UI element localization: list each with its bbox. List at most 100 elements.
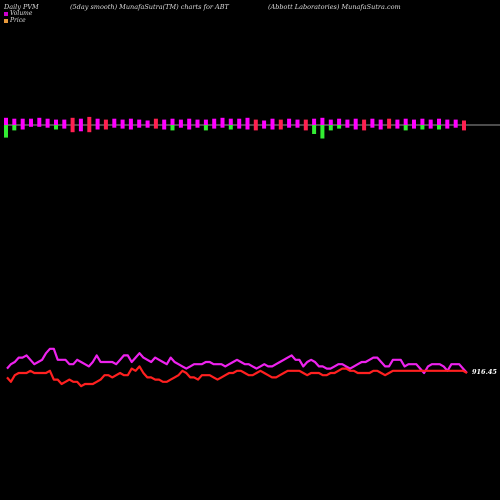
volume-bar (353, 118, 358, 125)
volume-bar-lower (270, 125, 275, 130)
volume-bar (170, 118, 175, 125)
volume-bar-lower (203, 125, 208, 131)
volume-bar (387, 118, 392, 125)
volume-bar (62, 119, 67, 125)
volume-bar-lower (112, 125, 117, 128)
volume-bar-lower (378, 125, 383, 130)
legend-volume-swatch (4, 11, 8, 16)
volume-bar-lower (220, 125, 225, 128)
volume-bar-lower (29, 125, 33, 127)
volume-bar-lower (445, 125, 450, 129)
volume-bar (162, 119, 167, 125)
volume-bar-lower (145, 125, 150, 128)
volume-bar-lower (412, 125, 416, 129)
volume-bar-lower (328, 125, 333, 131)
volume-bar (95, 118, 100, 125)
volume-bar-lower (87, 125, 92, 133)
volume-bar (212, 118, 217, 125)
volume-bar (54, 119, 58, 125)
volume-bar-lower (228, 125, 233, 130)
volume-bar-lower (462, 125, 466, 131)
volume-bar (220, 117, 225, 125)
volume-bar (337, 118, 342, 125)
chart-title-left: Daily PVM (4, 3, 39, 11)
volume-bar-lower (387, 125, 392, 129)
volume-bar-lower (170, 125, 175, 131)
legend-volume: Volume (4, 10, 32, 17)
volume-bar (195, 119, 200, 125)
volume-bar (245, 117, 250, 125)
volume-bar-lower (337, 125, 342, 129)
volume-bar (270, 118, 275, 125)
chart-title-right: (Abbott Laboratories) MunafaSutra.com (268, 3, 401, 11)
volume-bar (45, 118, 50, 125)
volume-bar (128, 118, 133, 125)
volume-bar (187, 118, 192, 125)
legend-volume-label: Volume (10, 10, 33, 17)
volume-bar (262, 120, 267, 125)
volume-bar (29, 118, 33, 125)
volume-bar (287, 118, 292, 125)
volume-bar-lower (45, 125, 50, 128)
volume-bar (278, 119, 283, 125)
volume-bar-lower (195, 125, 200, 128)
volume-bar-lower (362, 125, 367, 131)
price-line (6, 365, 468, 388)
volume-bar-lower (70, 125, 75, 133)
volume-bar (78, 118, 83, 125)
volume-bar-lower (287, 125, 292, 128)
volume-bar (153, 118, 158, 125)
volume-bar (412, 119, 416, 125)
volume-bar-lower (320, 125, 325, 139)
volume-bar-lower (437, 125, 441, 130)
volume-bar-lower (78, 125, 83, 132)
volume-bar (345, 119, 350, 125)
volume-bar-lower (278, 125, 283, 130)
volume-bar-lower (178, 125, 183, 128)
volume-bar-lower (95, 125, 100, 130)
volume-bar (312, 118, 317, 125)
volume-bar (445, 119, 450, 125)
volume-bar-lower (62, 125, 67, 129)
volume-bar (37, 117, 42, 125)
volume-bar (370, 118, 375, 125)
volume-bar-lower (403, 125, 408, 131)
volume-bar-lower (103, 125, 108, 130)
volume-bar (137, 119, 142, 125)
volume-bar (145, 120, 150, 125)
volume-bar-lower (187, 125, 192, 130)
volume-bar-lower (128, 125, 133, 130)
price-value-label: 916.45 (472, 368, 497, 376)
volume-bar-lower (137, 125, 142, 128)
chart-title-middle: (5day smooth) MunafaSutra(TM) charts for… (70, 3, 229, 11)
volume-bar-lower (295, 125, 300, 128)
volume-bar-lower (212, 125, 217, 129)
volume-bar (428, 119, 433, 125)
volume-bar (328, 119, 333, 125)
volume-bar (4, 117, 8, 125)
volume-bar-lower (245, 125, 250, 130)
volume-bar-lower (303, 125, 308, 131)
volume-bar (320, 117, 325, 125)
volume-bar (112, 118, 117, 125)
volume-bar (437, 118, 441, 125)
volume-bar (253, 119, 258, 125)
volume-bar-lower (370, 125, 375, 128)
volume-bar (378, 119, 383, 125)
volume-bar (12, 118, 17, 125)
volume-bar-lower (312, 125, 317, 134)
volume-bar-lower (428, 125, 433, 129)
volume-bar-lower (54, 125, 58, 130)
volume-bar (453, 119, 458, 125)
volume-bar-lower (162, 125, 167, 130)
price-lines (6, 347, 468, 388)
volume-bar (203, 119, 208, 125)
volume-bar-lower (12, 125, 17, 131)
volume-bar-lower (420, 125, 425, 130)
volume-bar (403, 118, 408, 125)
volume-bar-lower (237, 125, 242, 129)
volume-bar (303, 119, 308, 125)
volume-trend-line (6, 347, 468, 375)
volume-bar-lower (353, 125, 358, 130)
